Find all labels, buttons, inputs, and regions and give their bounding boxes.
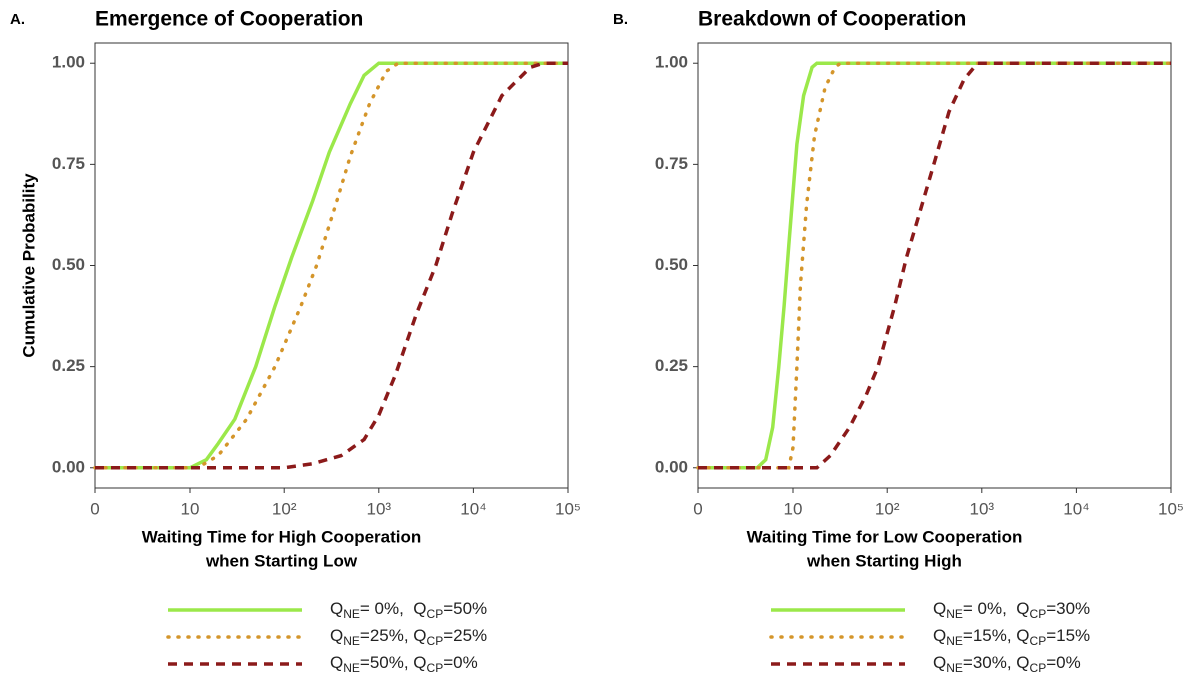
plot-frame <box>94 42 569 489</box>
line-series <box>698 61 1171 470</box>
line-series <box>698 61 1171 470</box>
y-tick-label: 0.00 <box>52 457 85 476</box>
line-series <box>696 61 1173 470</box>
x-axis-title: when Starting Low <box>205 551 358 570</box>
y-tick-label: 0.75 <box>655 154 688 173</box>
y-tick-label: 0.25 <box>52 356 85 375</box>
line-series <box>93 61 570 470</box>
y-tick-label: 1.00 <box>52 53 85 72</box>
line-series <box>95 61 568 470</box>
plot-frame <box>697 42 1172 489</box>
chart-title: Breakdown of Cooperation <box>698 8 966 31</box>
chart-title: Emergence of Cooperation <box>95 8 363 31</box>
legend-label: QNE=30%, QCP=0% <box>933 653 1081 675</box>
panel-label: B. <box>613 11 628 28</box>
x-tick-label: 0 <box>693 499 702 518</box>
x-tick-label: 10 <box>181 499 200 518</box>
y-tick-label: 0.25 <box>655 356 688 375</box>
x-axis-title: Waiting Time for Low Cooperation <box>747 527 1023 546</box>
x-tick-label: 0 <box>90 499 99 518</box>
x-tick-label: 10² <box>875 499 900 518</box>
x-tick-label: 10⁵ <box>555 499 581 518</box>
legend-label: QNE=15%, QCP=15% <box>933 626 1090 648</box>
y-tick-label: 0.75 <box>52 154 85 173</box>
x-tick-label: 10⁴ <box>1063 499 1089 518</box>
x-axis-title: Waiting Time for High Cooperation <box>142 527 422 546</box>
x-tick-label: 10⁴ <box>460 499 486 518</box>
legend-label: QNE= 0%, QCP=30% <box>933 599 1090 621</box>
legend-label: QNE=50%, QCP=0% <box>330 653 478 675</box>
line-series <box>95 61 568 470</box>
legend-label: QNE= 0%, QCP=50% <box>330 599 487 621</box>
x-tick-label: 10² <box>272 499 297 518</box>
x-tick-label: 10³ <box>367 499 392 518</box>
y-tick-label: 0.50 <box>655 255 688 274</box>
y-axis-title: Cumulative Probability <box>19 173 38 358</box>
x-tick-label: 10 <box>784 499 803 518</box>
x-axis-title: when Starting High <box>806 551 962 570</box>
y-tick-label: 1.00 <box>655 53 688 72</box>
y-tick-label: 0.50 <box>52 255 85 274</box>
panel-label: A. <box>10 11 25 28</box>
x-tick-label: 10⁵ <box>1158 499 1184 518</box>
x-tick-label: 10³ <box>970 499 995 518</box>
y-tick-label: 0.00 <box>655 457 688 476</box>
legend-label: QNE=25%, QCP=25% <box>330 626 487 648</box>
